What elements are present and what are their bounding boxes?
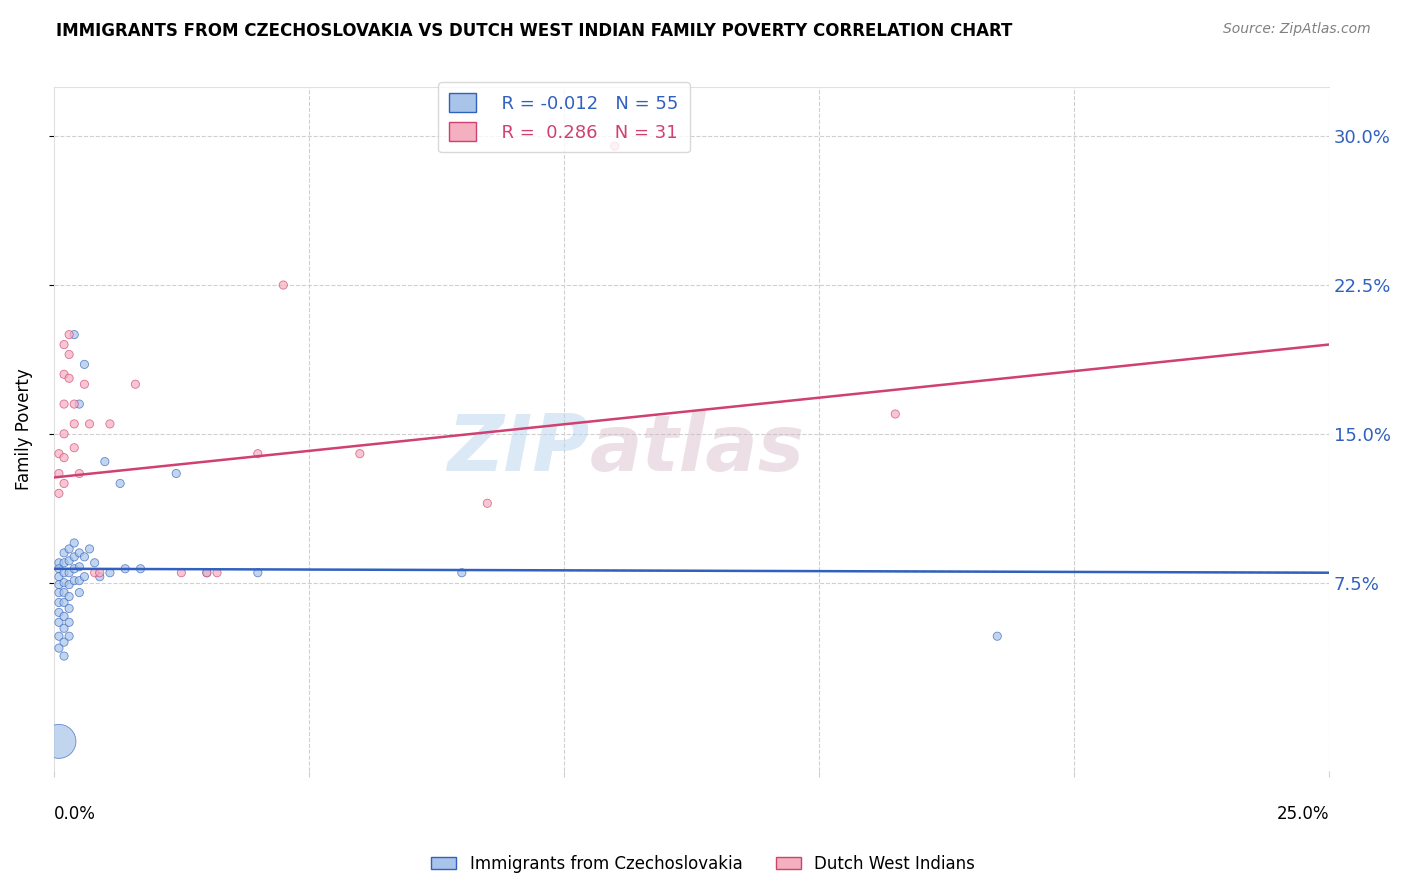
Point — [53, 595, 76, 609]
Point — [67, 546, 90, 560]
Point — [48, 562, 70, 576]
Point — [114, 562, 136, 576]
Point — [58, 615, 80, 630]
Point — [63, 549, 86, 564]
Point — [83, 566, 105, 580]
Point — [48, 585, 70, 599]
Point — [73, 358, 96, 372]
Point — [165, 467, 187, 481]
Point — [58, 590, 80, 604]
Point — [79, 541, 101, 556]
Point — [67, 397, 90, 411]
Point — [53, 635, 76, 649]
Point — [450, 566, 472, 580]
Point — [58, 629, 80, 643]
Point — [48, 486, 70, 500]
Point — [48, 570, 70, 584]
Point — [48, 615, 70, 630]
Point — [246, 447, 269, 461]
Point — [53, 575, 76, 590]
Point — [58, 371, 80, 385]
Point — [108, 476, 131, 491]
Point — [73, 549, 96, 564]
Point — [63, 536, 86, 550]
Point — [195, 566, 218, 580]
Point — [53, 621, 76, 635]
Point — [53, 337, 76, 351]
Point — [63, 327, 86, 342]
Point — [48, 595, 70, 609]
Point — [53, 450, 76, 465]
Point — [124, 377, 146, 392]
Point — [53, 609, 76, 624]
Point — [170, 566, 193, 580]
Point — [63, 417, 86, 431]
Point — [53, 426, 76, 441]
Point — [67, 585, 90, 599]
Point — [205, 566, 228, 580]
Point — [67, 559, 90, 574]
Point — [53, 566, 76, 580]
Point — [53, 585, 76, 599]
Point — [67, 467, 90, 481]
Point — [48, 606, 70, 620]
Point — [246, 566, 269, 580]
Point — [48, 577, 70, 591]
Point — [603, 139, 626, 153]
Point — [58, 601, 80, 615]
Point — [58, 541, 80, 556]
Text: ZIP: ZIP — [447, 411, 589, 487]
Text: 0.0%: 0.0% — [53, 805, 96, 823]
Point — [48, 629, 70, 643]
Point — [58, 327, 80, 342]
Point — [63, 574, 86, 588]
Point — [58, 577, 80, 591]
Point — [63, 562, 86, 576]
Point — [129, 562, 152, 576]
Text: IMMIGRANTS FROM CZECHOSLOVAKIA VS DUTCH WEST INDIAN FAMILY POVERTY CORRELATION C: IMMIGRANTS FROM CZECHOSLOVAKIA VS DUTCH … — [56, 22, 1012, 40]
Point — [48, 734, 70, 748]
Point — [89, 570, 111, 584]
Legend: Immigrants from Czechoslovakia, Dutch West Indians: Immigrants from Czechoslovakia, Dutch We… — [425, 848, 981, 880]
Point — [63, 441, 86, 455]
Point — [986, 629, 1008, 643]
Text: Source: ZipAtlas.com: Source: ZipAtlas.com — [1223, 22, 1371, 37]
Point — [67, 574, 90, 588]
Point — [53, 476, 76, 491]
Point — [195, 566, 218, 580]
Point — [98, 417, 121, 431]
Point — [477, 496, 499, 510]
Point — [98, 566, 121, 580]
Point — [53, 397, 76, 411]
Y-axis label: Family Poverty: Family Poverty — [15, 368, 32, 490]
Point — [79, 417, 101, 431]
Point — [53, 368, 76, 382]
Point — [53, 648, 76, 663]
Point — [83, 556, 105, 570]
Point — [58, 554, 80, 568]
Point — [63, 397, 86, 411]
Point — [48, 556, 70, 570]
Point — [48, 641, 70, 656]
Point — [349, 447, 371, 461]
Point — [273, 278, 295, 293]
Point — [48, 447, 70, 461]
Legend:   R = -0.012   N = 55,   R =  0.286   N = 31: R = -0.012 N = 55, R = 0.286 N = 31 — [439, 82, 689, 153]
Point — [73, 570, 96, 584]
Point — [53, 546, 76, 560]
Point — [53, 556, 76, 570]
Point — [884, 407, 907, 421]
Point — [48, 467, 70, 481]
Text: atlas: atlas — [589, 411, 804, 487]
Point — [89, 566, 111, 580]
Point — [94, 455, 117, 469]
Point — [58, 347, 80, 361]
Point — [73, 377, 96, 392]
Point — [58, 566, 80, 580]
Text: 25.0%: 25.0% — [1277, 805, 1329, 823]
